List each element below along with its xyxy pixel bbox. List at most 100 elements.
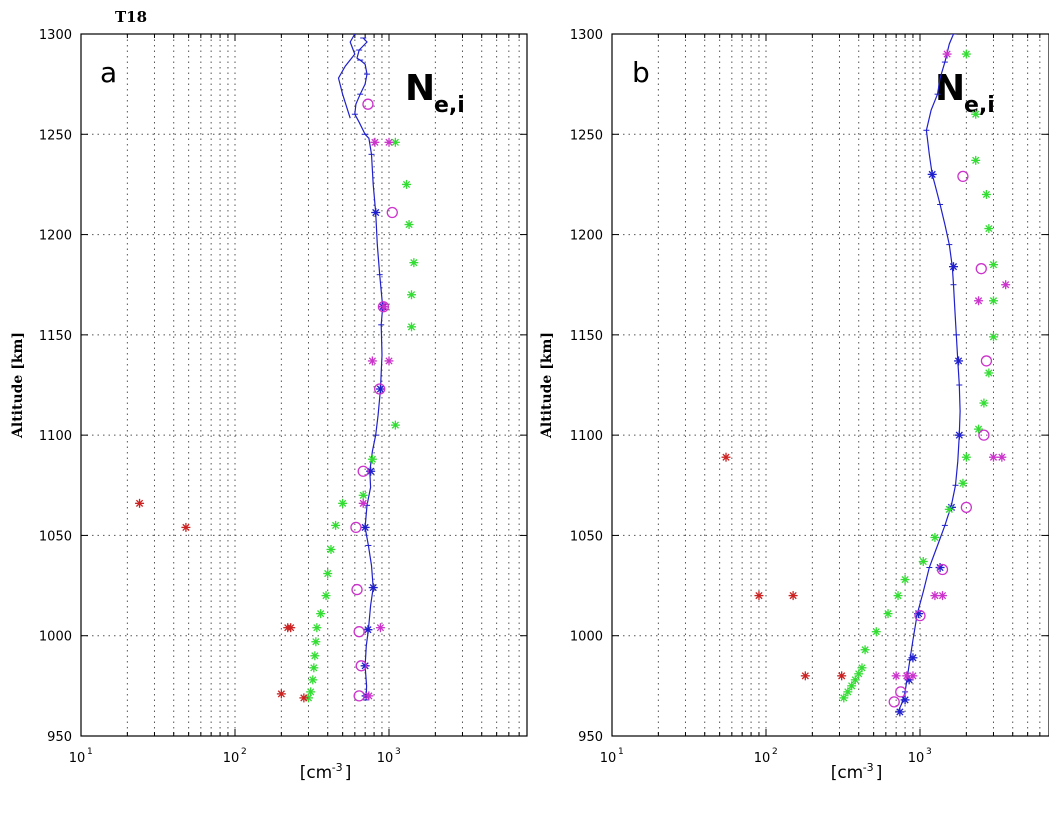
star-marker — [375, 623, 385, 633]
star-marker — [316, 609, 326, 619]
plot-frame — [80, 33, 528, 737]
data-layer — [721, 34, 1011, 717]
star-marker — [988, 332, 998, 342]
y-tick-label: 950 — [47, 730, 72, 745]
star-marker — [930, 532, 940, 542]
star-marker — [800, 671, 810, 681]
x-tick-exponent: 1 — [618, 747, 624, 757]
star-marker — [942, 49, 952, 59]
star-marker — [276, 689, 286, 699]
y-axis-title: Altitude [km] — [10, 332, 26, 439]
star-marker — [321, 591, 331, 601]
x-tick-label: 10 — [377, 751, 394, 766]
x-tick-label: 10 — [754, 751, 771, 766]
y-tick-label: 1050 — [39, 529, 72, 544]
star-marker — [893, 591, 903, 601]
x-tick-exponent: 3 — [926, 747, 932, 757]
circle-marker — [975, 263, 987, 275]
star-marker — [961, 452, 971, 462]
profile-line — [354, 37, 384, 700]
star-marker — [854, 669, 864, 679]
star-marker — [974, 424, 984, 434]
circle-marker — [350, 521, 362, 534]
star-marker — [954, 430, 964, 440]
x-axis-title-close: ] — [345, 763, 352, 783]
star-marker — [883, 609, 893, 619]
star-marker — [984, 368, 994, 378]
y-tick-label: 1150 — [39, 329, 72, 344]
star-marker — [384, 356, 394, 366]
x-tick-label: 10 — [600, 751, 617, 766]
star-marker — [367, 356, 377, 366]
x-axis-title-exponent: -3 — [863, 761, 874, 774]
y-tick-label: 1050 — [570, 529, 603, 544]
y-tick-label: 1000 — [570, 630, 603, 645]
star-marker — [331, 520, 341, 530]
x-tick-label: 10 — [223, 751, 240, 766]
star-marker — [323, 569, 333, 579]
circle-marker — [960, 501, 973, 513]
x-axis-title-close: ] — [876, 763, 883, 783]
star-marker — [311, 637, 321, 647]
star-marker — [891, 671, 901, 681]
y-tick-label: 1200 — [570, 229, 603, 244]
star-marker — [857, 663, 867, 673]
star-marker — [895, 707, 905, 717]
circle-marker — [357, 465, 369, 477]
star-marker — [974, 296, 984, 306]
x-tick-exponent: 2 — [772, 747, 778, 757]
circle-marker — [888, 696, 900, 708]
star-marker — [981, 189, 991, 199]
circle-marker — [353, 690, 365, 702]
star-marker — [371, 208, 381, 218]
star-marker — [370, 137, 380, 147]
star-marker — [927, 169, 937, 179]
star-marker — [390, 420, 400, 430]
star-marker — [988, 296, 998, 306]
star-marker — [308, 675, 318, 685]
panel-letter: a — [100, 56, 117, 89]
x-tick-exponent: 3 — [395, 747, 401, 757]
y-tick-label: 1300 — [39, 28, 72, 43]
star-marker — [409, 258, 419, 268]
star-marker — [961, 49, 971, 59]
star-marker — [843, 687, 853, 697]
circle-marker — [895, 686, 907, 698]
figure-label: T18 — [115, 8, 147, 26]
star-marker — [379, 302, 389, 312]
star-marker — [900, 575, 910, 585]
star-marker — [367, 454, 377, 464]
y-tick-label: 1100 — [39, 429, 72, 444]
circle-marker — [980, 355, 993, 367]
y-tick-label: 1300 — [570, 28, 603, 43]
species-label: N — [405, 68, 435, 109]
star-marker — [984, 224, 994, 234]
profile-line — [897, 34, 961, 713]
star-marker — [979, 398, 989, 408]
profile-line-upper — [337, 34, 356, 119]
x-tick-exponent: 2 — [241, 747, 247, 757]
star-marker — [368, 583, 378, 593]
star-marker — [847, 681, 857, 691]
x-axis-title: [cm — [831, 763, 864, 783]
star-marker — [754, 591, 764, 601]
star-marker — [788, 591, 798, 601]
star-marker — [971, 109, 981, 119]
star-marker — [954, 356, 964, 366]
y-tick-label: 1200 — [39, 229, 72, 244]
star-marker — [944, 504, 954, 514]
star-marker — [364, 691, 374, 701]
star-marker — [181, 522, 191, 532]
circle-marker — [914, 610, 926, 622]
y-tick-label: 1100 — [570, 429, 603, 444]
star-marker — [971, 155, 981, 165]
y-tick-label: 1150 — [570, 329, 603, 344]
y-tick-label: 1250 — [570, 128, 603, 143]
star-marker — [402, 179, 412, 189]
circle-marker — [353, 626, 365, 638]
star-marker — [360, 522, 370, 532]
star-marker — [312, 623, 322, 633]
star-marker — [721, 452, 731, 462]
star-marker — [407, 290, 417, 300]
